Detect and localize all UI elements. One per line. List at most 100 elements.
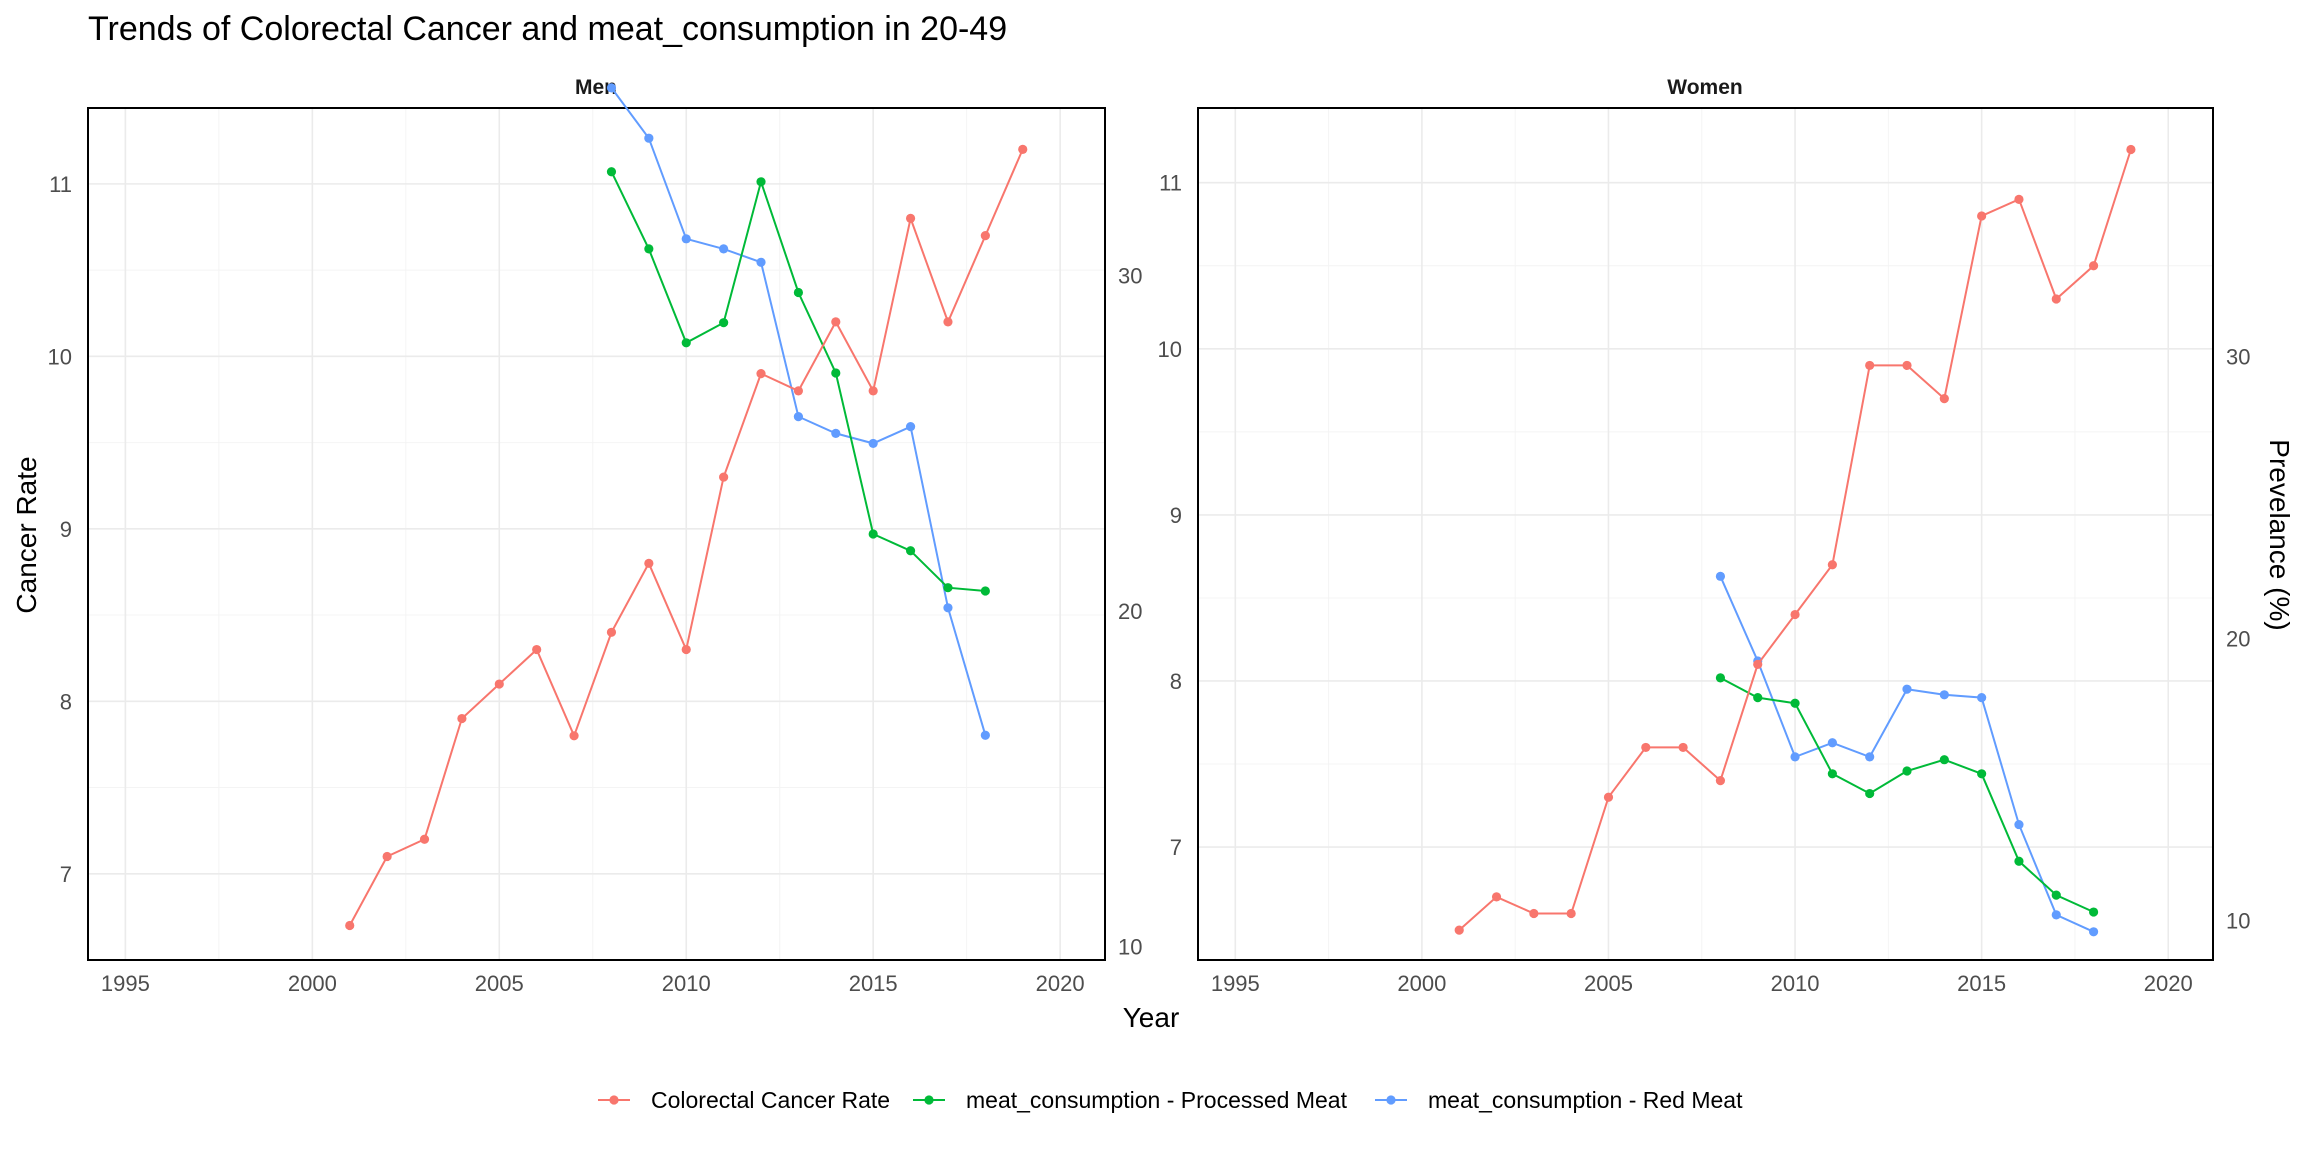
x-axis-title: Year bbox=[1123, 1002, 1180, 1033]
x-tick-label: 1995 bbox=[1211, 971, 1260, 996]
left-y-tick-label: 10 bbox=[48, 344, 72, 369]
data-point-cancer bbox=[494, 679, 504, 689]
data-point-processed bbox=[2051, 890, 2061, 900]
data-point-red bbox=[1977, 693, 1987, 703]
left-y-axis-title: Cancer Rate bbox=[11, 456, 42, 613]
data-point-processed bbox=[980, 586, 990, 596]
data-point-processed bbox=[793, 287, 804, 298]
right-y-tick-label: 20 bbox=[1118, 599, 1142, 624]
data-point-red bbox=[831, 428, 841, 438]
data-point-red bbox=[868, 438, 878, 449]
left-y-tick-label: 11 bbox=[49, 172, 72, 197]
panel-frame bbox=[1197, 107, 2214, 961]
data-point-processed bbox=[1715, 673, 1726, 683]
x-tick-label: 1995 bbox=[101, 971, 150, 996]
data-point-cancer bbox=[606, 627, 617, 637]
left-y-tick-label: 10 bbox=[1158, 337, 1182, 362]
data-point-red bbox=[905, 422, 916, 432]
data-point-cancer bbox=[1529, 908, 1539, 919]
data-point-red bbox=[2051, 910, 2061, 920]
data-point-processed bbox=[606, 167, 617, 177]
data-point-cancer bbox=[2014, 194, 2024, 204]
right-y-tick-label: 30 bbox=[2226, 344, 2250, 369]
facet-strip-label: Men bbox=[575, 76, 617, 99]
legend-key-point bbox=[924, 1095, 934, 1105]
x-tick-label: 2020 bbox=[2144, 971, 2193, 996]
left-y-tick-label: 9 bbox=[60, 517, 72, 542]
data-point-red bbox=[1865, 752, 1875, 762]
data-point-cancer bbox=[1641, 742, 1651, 753]
data-point-cancer bbox=[1939, 394, 1949, 404]
data-point-processed bbox=[1790, 698, 1800, 708]
data-point-processed bbox=[905, 546, 916, 556]
data-point-cancer bbox=[2126, 144, 2136, 155]
data-point-processed bbox=[1865, 788, 1875, 799]
x-tick-label: 2015 bbox=[1957, 971, 2006, 996]
data-point-cancer bbox=[793, 386, 804, 396]
legend-label: meat_consumption - Processed Meat bbox=[966, 1087, 1348, 1113]
data-point-cancer bbox=[1753, 659, 1763, 669]
x-tick-label: 2015 bbox=[849, 971, 898, 996]
data-point-cancer bbox=[1566, 908, 1576, 919]
facet-strip-label: Women bbox=[1667, 76, 1742, 99]
data-point-red bbox=[1827, 738, 1837, 748]
data-point-processed bbox=[2088, 907, 2099, 917]
legend-key-point bbox=[609, 1095, 619, 1105]
data-point-red bbox=[980, 730, 990, 740]
data-point-processed bbox=[644, 244, 654, 254]
data-point-red bbox=[1902, 684, 1912, 694]
panel-men: Men 1995 2000 2005 2010 2015 2020 7 8 9 10 11 10 20 30 bbox=[48, 76, 1143, 996]
data-point-cancer bbox=[569, 731, 579, 741]
left-y-tick-label: 11 bbox=[1159, 171, 1182, 196]
data-point-processed bbox=[831, 368, 841, 378]
left-y-tick-label: 9 bbox=[1170, 503, 1182, 528]
data-point-red bbox=[2088, 927, 2099, 937]
data-point-red bbox=[943, 603, 953, 613]
right-y-tick-label: 30 bbox=[1118, 264, 1142, 289]
panel-women: Women 1995 2000 2005 2010 2015 2020 7 8 9 10 11 10 20… bbox=[1158, 76, 2251, 996]
data-point-cancer bbox=[644, 558, 654, 568]
chart-title: Trends of Colorectal Cancer and meat_con… bbox=[88, 10, 1007, 48]
legend-key-point bbox=[1386, 1095, 1396, 1105]
data-point-cancer bbox=[681, 644, 691, 655]
data-point-processed bbox=[756, 177, 766, 187]
data-point-cancer bbox=[382, 851, 392, 862]
data-point-cancer bbox=[1678, 742, 1688, 753]
data-point-processed bbox=[1827, 769, 1837, 779]
data-point-cancer bbox=[1715, 776, 1726, 786]
left-y-tick-label: 7 bbox=[1170, 835, 1182, 860]
x-tick-label: 2005 bbox=[1584, 971, 1633, 996]
data-point-red bbox=[1939, 690, 1949, 700]
data-point-red bbox=[681, 234, 691, 244]
data-point-cancer bbox=[1977, 211, 1987, 221]
x-tick-label: 2005 bbox=[475, 971, 524, 996]
right-y-tick-label: 10 bbox=[1118, 935, 1142, 960]
data-point-processed bbox=[943, 583, 953, 593]
data-point-cancer bbox=[1865, 360, 1875, 371]
data-point-cancer bbox=[2088, 261, 2099, 271]
data-point-red bbox=[1790, 752, 1800, 762]
x-tick-label: 2010 bbox=[662, 971, 711, 996]
data-point-cancer bbox=[980, 231, 990, 241]
legend-label: meat_consumption - Red Meat bbox=[1428, 1087, 1743, 1113]
data-point-red bbox=[2014, 819, 2024, 830]
data-point-cancer bbox=[1827, 560, 1837, 570]
data-point-red bbox=[719, 244, 729, 254]
data-point-cancer bbox=[1018, 144, 1028, 154]
data-point-red bbox=[756, 257, 766, 267]
data-point-cancer bbox=[1603, 792, 1614, 802]
data-point-cancer bbox=[831, 317, 841, 327]
data-point-processed bbox=[868, 529, 878, 539]
panel-frame bbox=[87, 107, 1106, 961]
data-point-cancer bbox=[1491, 892, 1502, 902]
left-y-tick-label: 8 bbox=[60, 689, 72, 714]
data-point-processed bbox=[2014, 856, 2024, 866]
x-tick-label: 2020 bbox=[1036, 971, 1085, 996]
data-point-red bbox=[644, 133, 654, 143]
data-point-cancer bbox=[905, 213, 916, 223]
right-y-axis-title: Prevelance (%) bbox=[2264, 439, 2295, 630]
data-point-processed bbox=[1977, 769, 1987, 779]
data-point-red bbox=[793, 411, 804, 422]
data-point-cancer bbox=[756, 369, 766, 379]
